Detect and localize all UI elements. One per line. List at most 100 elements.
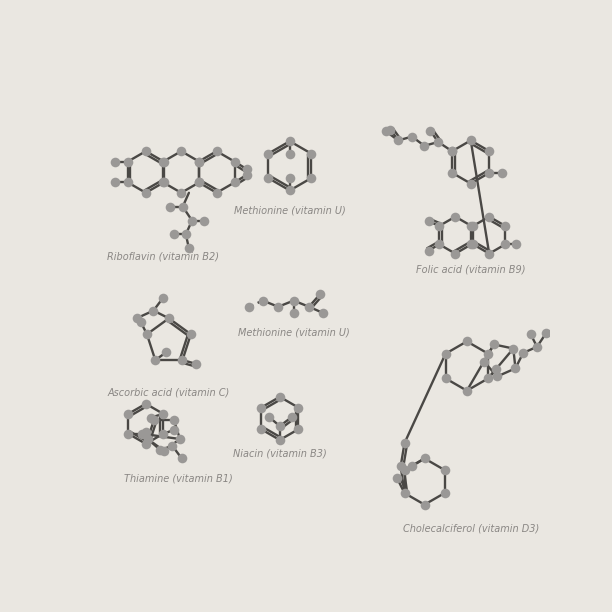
Point bbox=[141, 146, 151, 156]
Point bbox=[136, 317, 146, 327]
Point bbox=[466, 221, 476, 231]
Point bbox=[159, 177, 168, 187]
Point bbox=[392, 473, 401, 483]
Point bbox=[306, 149, 316, 159]
Point bbox=[485, 168, 494, 177]
Point bbox=[192, 359, 201, 369]
Point bbox=[462, 386, 472, 395]
Point bbox=[447, 168, 457, 177]
Point bbox=[441, 349, 450, 359]
Point bbox=[441, 373, 450, 383]
Text: Cholecalciferol (vitamin D3): Cholecalciferol (vitamin D3) bbox=[403, 524, 539, 534]
Point bbox=[124, 409, 133, 419]
Point bbox=[396, 461, 406, 471]
Point bbox=[169, 425, 179, 435]
Point bbox=[256, 424, 266, 434]
Point bbox=[195, 177, 204, 187]
Point bbox=[194, 157, 204, 166]
Point bbox=[484, 212, 494, 222]
Point bbox=[287, 412, 297, 422]
Point bbox=[408, 461, 417, 471]
Text: Methionine (vitamin U): Methionine (vitamin U) bbox=[237, 327, 349, 337]
Point bbox=[447, 146, 457, 156]
Point bbox=[511, 239, 521, 249]
Point bbox=[407, 132, 417, 141]
Point bbox=[289, 308, 299, 318]
Point bbox=[501, 239, 510, 249]
Point bbox=[151, 355, 160, 365]
Point bbox=[164, 313, 174, 323]
Point bbox=[491, 364, 501, 374]
Point bbox=[146, 412, 155, 422]
Point bbox=[394, 135, 403, 145]
Point bbox=[177, 355, 187, 365]
Point bbox=[315, 289, 325, 299]
Point bbox=[420, 453, 430, 463]
Point bbox=[450, 212, 460, 222]
Point bbox=[555, 324, 565, 334]
Point bbox=[526, 330, 536, 340]
Point bbox=[492, 371, 502, 381]
Point bbox=[518, 348, 528, 358]
Point bbox=[244, 302, 254, 312]
Point bbox=[141, 399, 151, 409]
Point bbox=[285, 136, 294, 146]
Text: Folic acid (vitamin B9): Folic acid (vitamin B9) bbox=[416, 264, 526, 274]
Point bbox=[285, 173, 294, 183]
Point bbox=[483, 373, 493, 383]
Point bbox=[468, 239, 478, 249]
Point bbox=[400, 488, 409, 498]
Point bbox=[532, 342, 542, 352]
Point bbox=[435, 239, 444, 249]
Point bbox=[230, 157, 239, 166]
Point bbox=[200, 215, 209, 225]
Point bbox=[433, 137, 443, 147]
Point bbox=[501, 221, 510, 231]
Point bbox=[285, 149, 294, 159]
Point bbox=[111, 177, 121, 187]
Point bbox=[242, 170, 252, 179]
Point bbox=[274, 302, 283, 312]
Point bbox=[425, 126, 435, 136]
Point bbox=[159, 177, 169, 187]
Point bbox=[169, 230, 179, 239]
Point bbox=[462, 337, 472, 346]
Point bbox=[485, 146, 494, 156]
Point bbox=[294, 403, 304, 412]
Point bbox=[141, 439, 151, 449]
Point bbox=[149, 306, 159, 316]
Point bbox=[212, 146, 222, 156]
Point bbox=[159, 429, 168, 439]
Point bbox=[161, 348, 171, 357]
Point bbox=[275, 435, 285, 445]
Point bbox=[187, 215, 197, 225]
Point bbox=[141, 188, 151, 198]
Point bbox=[159, 446, 169, 456]
Point bbox=[159, 157, 168, 166]
Point bbox=[194, 177, 204, 187]
Point bbox=[424, 217, 433, 226]
Point bbox=[509, 344, 518, 354]
Point bbox=[258, 296, 267, 305]
Point bbox=[294, 424, 304, 434]
Point bbox=[318, 308, 328, 318]
Point bbox=[466, 239, 476, 249]
Point bbox=[230, 177, 239, 187]
Point bbox=[111, 157, 121, 166]
Point bbox=[212, 188, 222, 198]
Point bbox=[142, 329, 152, 339]
Point bbox=[195, 157, 204, 166]
Point bbox=[123, 177, 133, 187]
Point bbox=[386, 125, 395, 135]
Point bbox=[510, 364, 520, 373]
Point bbox=[158, 293, 168, 303]
Point bbox=[264, 173, 274, 183]
Point bbox=[177, 453, 187, 463]
Point bbox=[123, 157, 133, 166]
Point bbox=[143, 434, 152, 444]
Point bbox=[155, 445, 165, 455]
Point bbox=[242, 165, 252, 174]
Point bbox=[400, 465, 409, 475]
Point bbox=[181, 230, 191, 239]
Point bbox=[466, 135, 476, 145]
